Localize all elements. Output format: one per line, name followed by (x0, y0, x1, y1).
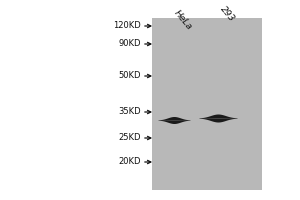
Text: 25KD: 25KD (118, 134, 141, 142)
Text: 50KD: 50KD (118, 72, 141, 80)
Text: 90KD: 90KD (118, 40, 141, 48)
Text: 120KD: 120KD (113, 21, 141, 30)
Text: 35KD: 35KD (118, 108, 141, 116)
Text: 20KD: 20KD (118, 158, 141, 166)
Bar (152, 18, 262, 190)
Text: HeLa: HeLa (172, 8, 194, 31)
Text: 293: 293 (218, 4, 236, 23)
